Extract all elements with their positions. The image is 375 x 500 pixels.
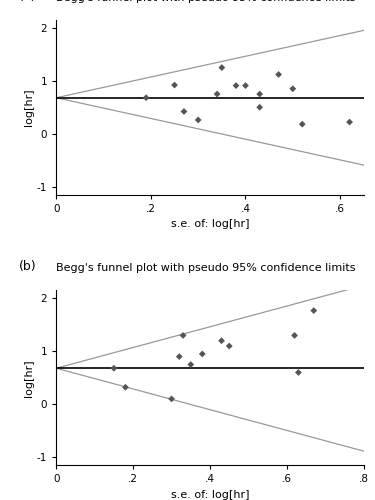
Point	[256, 90, 262, 98]
Y-axis label: log[hr]: log[hr]	[24, 359, 34, 397]
Text: Begg's funnel plot with pseudo 95% confidence limits: Begg's funnel plot with pseudo 95% confi…	[56, 263, 356, 273]
Point	[311, 306, 317, 314]
Point	[181, 108, 187, 116]
Point	[143, 94, 149, 102]
Point	[296, 368, 302, 376]
Point	[226, 342, 232, 350]
Point	[346, 118, 352, 126]
Text: (a): (a)	[20, 0, 37, 2]
Text: Begg's funnel plot with pseudo 95% confidence limits: Begg's funnel plot with pseudo 95% confi…	[56, 0, 356, 2]
Point	[188, 360, 194, 368]
Point	[168, 395, 174, 403]
Y-axis label: log[hr]: log[hr]	[24, 88, 34, 126]
Point	[180, 332, 186, 340]
Point	[219, 336, 225, 344]
Point	[200, 350, 206, 358]
Point	[256, 104, 262, 112]
Point	[219, 64, 225, 72]
Point	[292, 332, 298, 340]
Point	[214, 90, 220, 98]
X-axis label: s.e. of: log[hr]: s.e. of: log[hr]	[171, 490, 249, 500]
Point	[176, 352, 182, 360]
Point	[299, 120, 305, 128]
Point	[195, 116, 201, 124]
Point	[233, 82, 239, 90]
Point	[122, 384, 128, 392]
Text: (b): (b)	[20, 260, 37, 273]
Point	[290, 84, 296, 92]
Point	[243, 82, 249, 90]
Point	[111, 364, 117, 372]
Point	[276, 70, 282, 78]
X-axis label: s.e. of: log[hr]: s.e. of: log[hr]	[171, 219, 249, 229]
Point	[171, 81, 177, 89]
